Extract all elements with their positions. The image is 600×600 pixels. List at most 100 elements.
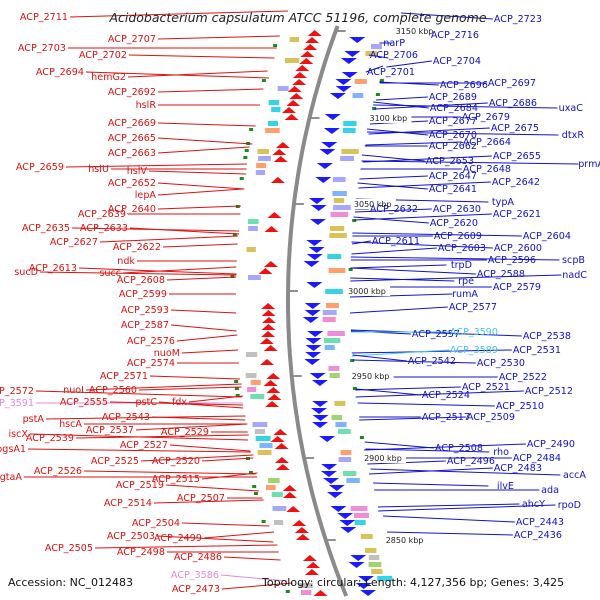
gene-label-dtxr[interactable]: dtxR (562, 130, 585, 141)
gene-label-acp-2576[interactable]: ACP_2576 (127, 336, 175, 347)
gene-label-narp[interactable]: narP (383, 38, 405, 49)
gene-label-acp-2684[interactable]: ACP_2684 (430, 103, 478, 114)
gene-label-acp-2633[interactable]: ACP_2633 (80, 223, 128, 234)
gene-label-acp-2510[interactable]: ACP_2510 (496, 401, 544, 412)
gene-label-acp-2669[interactable]: ACP_2669 (108, 118, 156, 129)
gene-label-acp-2512[interactable]: ACP_2512 (525, 386, 573, 397)
gene-label-acp-2686[interactable]: ACP_2686 (489, 98, 537, 109)
gene-label-ndk[interactable]: ndk (117, 256, 135, 267)
gene-label-acp-2525[interactable]: ACP_2525 (91, 456, 139, 467)
gene-label-acp-2539[interactable]: ACP_2539 (26, 433, 74, 444)
gene-label-nadc[interactable]: nadC (562, 270, 587, 281)
gene-label-acp-2647[interactable]: ACP_2647 (429, 171, 477, 182)
gene-label-rpod[interactable]: rpoD (558, 500, 581, 511)
gene-label-pgsa1[interactable]: pgsA1 (0, 444, 26, 455)
gene-label-acp-2711[interactable]: ACP_2711 (20, 12, 68, 23)
gene-label-acp-2596[interactable]: ACP_2596 (488, 255, 536, 266)
gene-label-acp-2600[interactable]: ACP_2600 (494, 243, 542, 254)
gene-label-acp-2515[interactable]: ACP_2515 (152, 474, 200, 485)
gene-label-acp-2613[interactable]: ACP_2613 (29, 263, 77, 274)
gene-label-acp-2531[interactable]: ACP_2531 (513, 345, 561, 356)
gene-label-acp-2635[interactable]: ACP_2635 (22, 223, 70, 234)
gene-label-acp-2664[interactable]: ACP_2664 (463, 137, 511, 148)
gene-label-acp-2524[interactable]: ACP_2524 (422, 390, 470, 401)
gene-label-acp-2670[interactable]: ACP_2670 (429, 130, 477, 141)
gene-label-acp-2517[interactable]: ACP_2517 (422, 412, 470, 423)
gene-label-acp-2627[interactable]: ACP_2627 (50, 237, 98, 248)
gene-label-acp-2499[interactable]: ACP_2499 (154, 533, 202, 544)
gene-label-acp-2663[interactable]: ACP_2663 (108, 148, 156, 159)
gene-label-acp-2560[interactable]: ACP_2560 (89, 385, 137, 396)
gene-label-acca[interactable]: accA (563, 470, 586, 481)
gene-label-acp-2704[interactable]: ACP_2704 (433, 56, 481, 67)
gene-label-psta[interactable]: pstA (23, 414, 45, 425)
gene-label-trpd[interactable]: trpD (451, 260, 472, 271)
gene-label-acp-2443[interactable]: ACP_2443 (516, 517, 564, 528)
gene-label-acp-2537[interactable]: ACP_2537 (86, 425, 134, 436)
gene-label-acp-2557[interactable]: ACP_2557 (412, 329, 460, 340)
gene-label-acp-3589[interactable]: ACP_3589 (450, 345, 498, 356)
gene-label-acp-2530[interactable]: ACP_2530 (477, 358, 525, 369)
gene-label-acp-2706[interactable]: ACP_2706 (370, 50, 418, 61)
gene-label-acp-2529[interactable]: ACP_2529 (161, 427, 209, 438)
gene-label-acp-2509[interactable]: ACP_2509 (467, 412, 515, 423)
gene-label-rpe[interactable]: rpe (458, 276, 474, 287)
gene-label-acp-2538[interactable]: ACP_2538 (523, 331, 571, 342)
gene-label-acp-2677[interactable]: ACP_2677 (429, 116, 477, 127)
gene-label-acp-2653[interactable]: ACP_2653 (426, 156, 474, 167)
gene-label-ada[interactable]: ada (541, 485, 559, 496)
gene-label-acp-2620[interactable]: ACP_2620 (430, 218, 478, 229)
gene-label-acp-2490[interactable]: ACP_2490 (527, 439, 575, 450)
gene-label-acp-2611[interactable]: ACP_2611 (372, 236, 420, 247)
gene-label-acp-2665[interactable]: ACP_2665 (108, 133, 156, 144)
gene-label-hslu[interactable]: hslU (88, 164, 109, 175)
gene-label-acp-2716[interactable]: ACP_2716 (431, 30, 479, 41)
gene-label-hemg2[interactable]: hemG2 (91, 72, 126, 83)
gene-label-acp-2484[interactable]: ACP_2484 (513, 453, 561, 464)
gene-label-ahcy[interactable]: ahcY (522, 499, 545, 510)
gene-label-acp-2641[interactable]: ACP_2641 (429, 184, 477, 195)
gene-label-hslr[interactable]: hslR (136, 100, 157, 111)
gene-label-pstc[interactable]: pstC (135, 397, 157, 408)
gene-label-acp-2507[interactable]: ACP_2507 (177, 493, 225, 504)
gene-label-acp-2694[interactable]: ACP_2694 (36, 67, 84, 78)
gene-label-lepa[interactable]: lepA (135, 190, 157, 201)
gene-label-acp-2436[interactable]: ACP_2436 (514, 530, 562, 541)
gene-label-acp-2527[interactable]: ACP_2527 (120, 440, 168, 451)
gene-label-acp-2703[interactable]: ACP_2703 (18, 43, 66, 54)
gene-label-acp-2622[interactable]: ACP_2622 (113, 242, 161, 253)
gene-label-acp-2599[interactable]: ACP_2599 (119, 289, 167, 300)
gene-label-acp-2696[interactable]: ACP_2696 (440, 80, 488, 91)
gene-label-sucd[interactable]: sucD (14, 267, 38, 278)
gene-label-acp-2496[interactable]: ACP_2496 (447, 456, 495, 467)
gene-label-acp-2702[interactable]: ACP_2702 (79, 50, 127, 61)
gene-label-acp-2587[interactable]: ACP_2587 (121, 320, 169, 331)
gene-label-acp-2521[interactable]: ACP_2521 (462, 382, 510, 393)
gene-label-acp-2522[interactable]: ACP_2522 (499, 372, 547, 383)
gene-label-uxac[interactable]: uxaC (559, 103, 584, 114)
gene-label-acp-2640[interactable]: ACP_2640 (108, 204, 156, 215)
gene-label-acp-2520[interactable]: ACP_2520 (152, 456, 200, 467)
gene-label-acp-2514[interactable]: ACP_2514 (104, 498, 152, 509)
gene-label-acp-2659[interactable]: ACP_2659 (16, 162, 64, 173)
gene-label-acp-2577[interactable]: ACP_2577 (449, 302, 497, 313)
gene-label-acp-2652[interactable]: ACP_2652 (108, 178, 156, 189)
gene-label-acp-2486[interactable]: ACP_2486 (174, 552, 222, 563)
gene-label-acp-2632[interactable]: ACP_2632 (370, 204, 418, 215)
gene-label-nuoi[interactable]: nuoI (63, 385, 84, 396)
gene-label-rho[interactable]: rho (493, 447, 509, 458)
gene-label-acp-2630[interactable]: ACP_2630 (433, 204, 481, 215)
gene-label-acp-2504[interactable]: ACP_2504 (132, 518, 180, 529)
gene-label-acp-2574[interactable]: ACP_2574 (127, 358, 175, 369)
gene-label-acp-2542[interactable]: ACP_2542 (408, 356, 456, 367)
gene-label-acp-2593[interactable]: ACP_2593 (121, 305, 169, 316)
gene-label-iscx[interactable]: iscX (8, 429, 28, 440)
gene-label-acp-2689[interactable]: ACP_2689 (429, 92, 477, 103)
gene-label-acp-2642[interactable]: ACP_2642 (492, 177, 540, 188)
gene-label-acp-3586[interactable]: ACP_3586 (171, 570, 219, 581)
gene-label-acp-2483[interactable]: ACP_2483 (494, 463, 542, 474)
gene-label-acp-2692[interactable]: ACP_2692 (108, 87, 156, 98)
gene-label-acp-2579[interactable]: ACP_2579 (493, 282, 541, 293)
gene-label-acp-2679[interactable]: ACP_2679 (462, 112, 510, 123)
